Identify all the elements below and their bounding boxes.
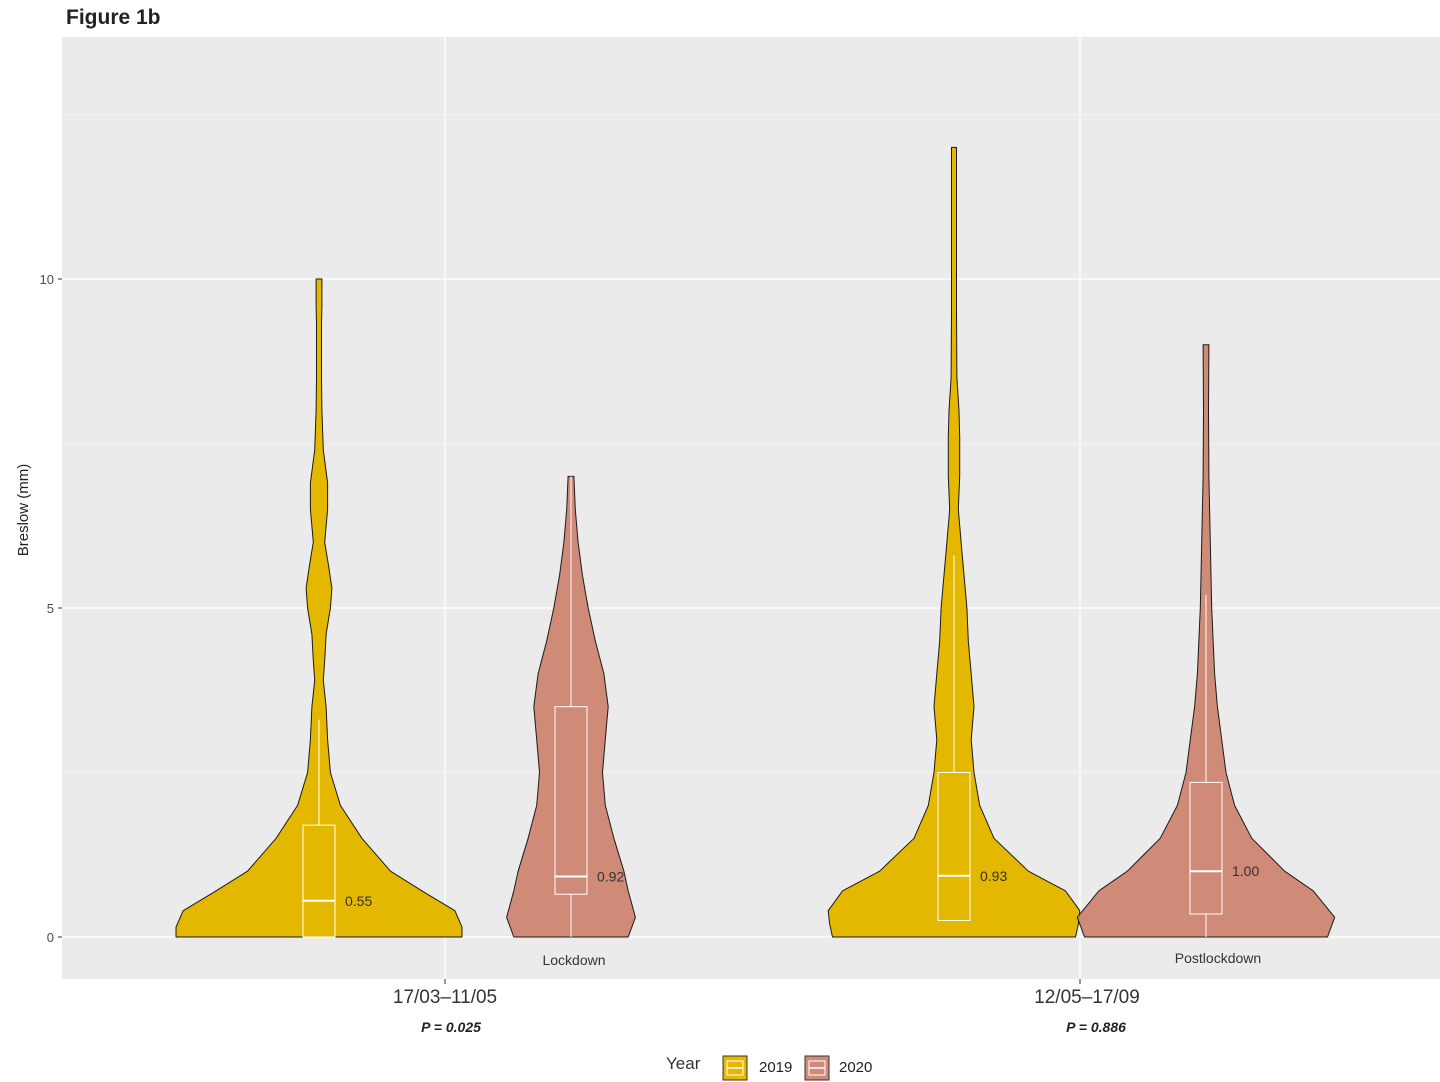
violin-2019-2: 0.93: [827, 146, 1081, 938]
legend-title: Year: [666, 1054, 701, 1073]
median-label-2019-1: 0.55: [345, 893, 372, 909]
box-2020-1: [554, 706, 588, 895]
violin-2019-1: 0.55: [175, 278, 463, 938]
violin-2020-2: 1.00: [1076, 344, 1336, 938]
box-2019-2: [937, 772, 971, 922]
legend-label-2020: 2020: [839, 1059, 872, 1076]
legend-swatch-2020-box: [808, 1060, 826, 1076]
y-tick-label-2: 10: [40, 272, 54, 287]
x-tick-label-period-1: 17/03–11/05: [393, 987, 497, 1008]
legend-item-2019: 2019: [722, 1055, 792, 1081]
violin-body-2019-2: [827, 146, 1081, 938]
violins: 0.55 0.93 0.92 1.00: [175, 146, 1336, 938]
figure-title: Figure 1b: [66, 6, 161, 29]
x-tick-label-period-2: 12/05–17/09: [1034, 987, 1140, 1008]
axes: 0 5 10: [40, 272, 1081, 984]
box-2020-2: [1189, 781, 1223, 915]
period-label-lockdown: Lockdown: [542, 952, 605, 968]
legend: Year 2019 2020: [666, 1054, 872, 1081]
median-label-2020-1: 0.92: [597, 868, 624, 884]
legend-swatch-2019-box: [726, 1060, 744, 1076]
violin-body-2019-1: [175, 278, 463, 938]
period-label-postlockdown: Postlockdown: [1175, 950, 1261, 966]
y-tick-label-1: 5: [47, 601, 54, 616]
y-axis-title: Breslow (mm): [15, 464, 32, 557]
y-tick-label-0: 0: [47, 930, 54, 945]
p-value-period-2: P = 0.886: [1066, 1019, 1126, 1035]
box-2019-1: [302, 824, 336, 938]
legend-label-2019: 2019: [759, 1059, 792, 1076]
p-value-period-1: P = 0.025: [421, 1019, 481, 1035]
legend-item-2020: 2020: [804, 1055, 872, 1081]
median-label-2019-2: 0.93: [980, 868, 1007, 884]
violin-2020-1: 0.92: [506, 475, 636, 938]
median-label-2020-2: 1.00: [1232, 863, 1259, 879]
